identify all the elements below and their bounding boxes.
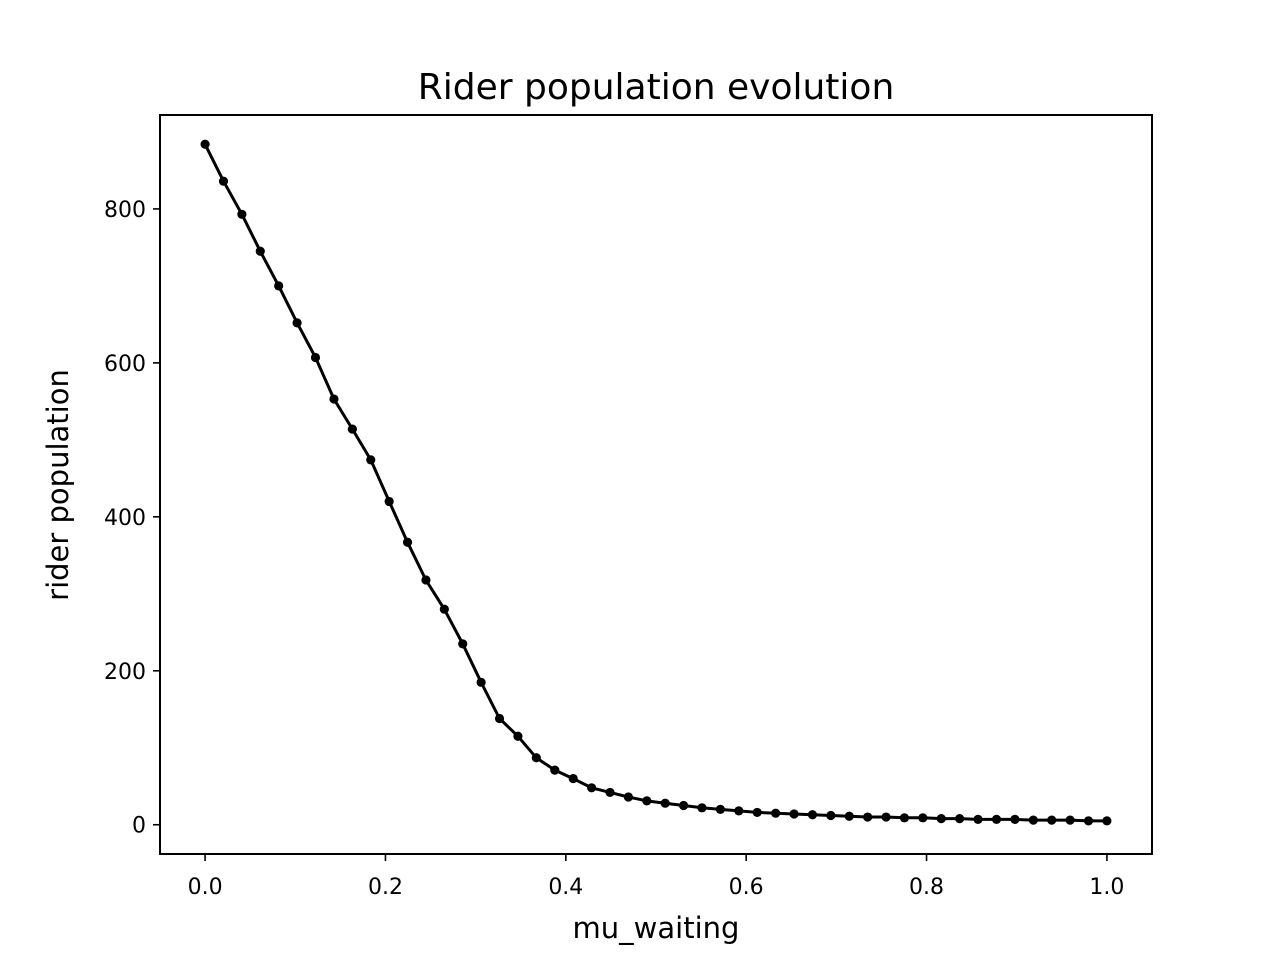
data-point — [421, 575, 431, 585]
data-point — [881, 812, 891, 822]
data-point — [347, 424, 357, 434]
data-point — [218, 176, 229, 186]
data-point — [200, 139, 210, 149]
data-point — [1028, 815, 1038, 825]
data-point — [1102, 816, 1112, 826]
data-point — [807, 810, 818, 820]
chart-title: Rider population evolution — [418, 67, 895, 108]
data-point — [458, 639, 468, 649]
x-tick-label: 0.8 — [909, 875, 944, 900]
x-tick-label: 0.2 — [368, 875, 403, 900]
data-point — [899, 813, 910, 823]
x-tick-label: 0.6 — [729, 875, 764, 900]
x-tick-label: 1.0 — [1089, 875, 1124, 900]
data-point — [384, 496, 394, 507]
data-point — [936, 813, 946, 824]
data-point — [789, 809, 799, 819]
data-point — [1047, 815, 1057, 825]
data-point — [587, 783, 597, 793]
data-point — [660, 798, 670, 808]
data-point — [642, 796, 652, 806]
y-axis-label: rider population — [41, 369, 75, 601]
series-line — [203, 143, 1107, 823]
data-point — [715, 804, 725, 814]
data-point — [568, 773, 578, 784]
x-axis-label: mu_waiting — [573, 911, 740, 945]
data-point — [494, 713, 505, 724]
y-tick-label: 0 — [132, 814, 146, 839]
data-point — [274, 281, 284, 291]
data-point — [550, 765, 560, 775]
data-point — [1010, 814, 1020, 824]
data-point — [476, 677, 486, 687]
data-point — [955, 813, 965, 824]
data-point — [292, 318, 302, 328]
data-point — [826, 810, 836, 821]
data-point — [844, 811, 854, 821]
data-point — [697, 803, 707, 813]
x-tick-label: 0.4 — [548, 875, 583, 900]
x-tick-label: 0.0 — [188, 875, 223, 900]
data-point — [605, 787, 615, 798]
data-point — [1065, 815, 1075, 825]
data-point — [513, 731, 523, 741]
series-layer — [200, 139, 1112, 826]
data-point — [255, 246, 265, 256]
y-axis: 0 200 400 600 800 — [104, 198, 160, 839]
y-tick-label: 200 — [104, 660, 146, 685]
data-point — [734, 806, 744, 816]
data-point — [439, 604, 449, 614]
data-point — [752, 807, 762, 818]
data-point — [623, 792, 634, 802]
data-point — [237, 209, 247, 219]
y-tick-label: 400 — [104, 506, 146, 531]
data-point — [973, 814, 983, 824]
data-point — [366, 455, 376, 465]
data-point — [310, 352, 321, 363]
data-point — [918, 813, 928, 823]
data-point — [1083, 816, 1094, 826]
y-tick-label: 800 — [104, 198, 146, 223]
data-point — [771, 808, 781, 818]
data-point — [678, 800, 689, 811]
data-point — [402, 537, 413, 547]
data-point — [531, 753, 541, 763]
x-axis: 0.0 0.2 0.4 0.6 0.8 1.0 — [188, 854, 1124, 900]
plot-frame — [159, 114, 1153, 855]
y-tick-label: 600 — [104, 352, 146, 377]
data-point — [991, 814, 1002, 824]
data-point — [329, 394, 339, 404]
data-point — [863, 812, 873, 822]
